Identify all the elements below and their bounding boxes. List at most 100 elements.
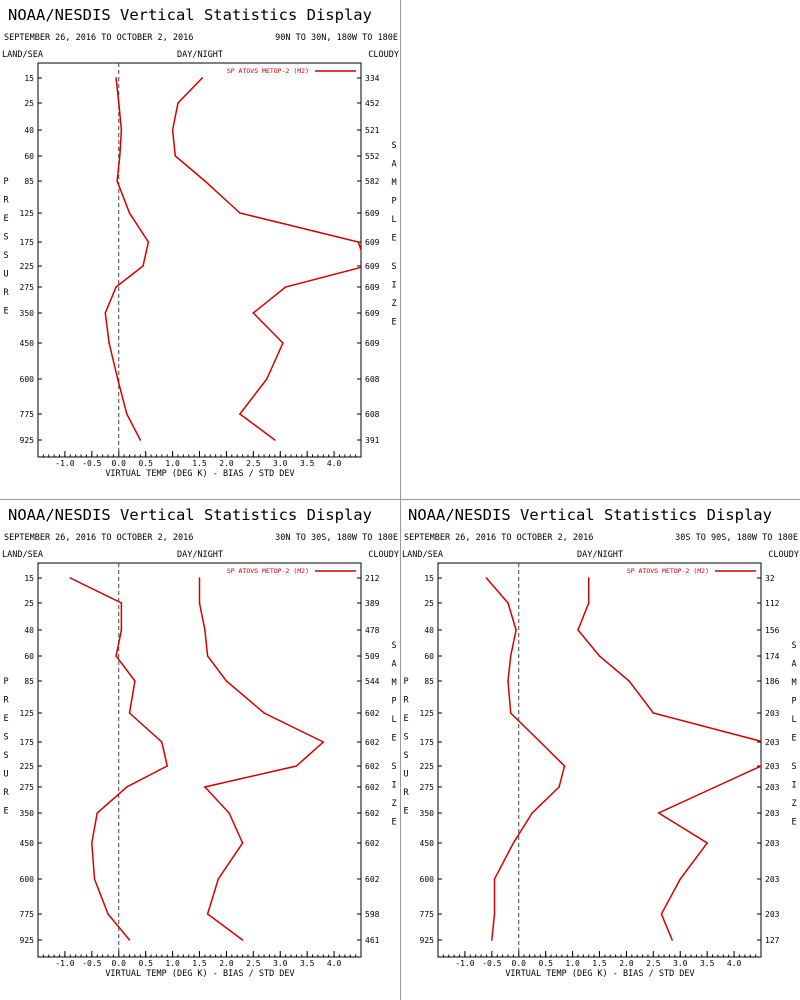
cloudy-label: CLOUDY [768,550,799,560]
sample-size-axis-letter: S [791,641,796,651]
x-tick-label: 2.5 [246,459,261,468]
pressure-level-label: 175 [20,238,35,247]
bias-point [507,602,509,604]
sample-size-label: 609 [365,209,380,218]
bias-point [107,913,109,915]
sample-size-label: 334 [365,74,380,83]
sample-size-label: 203 [765,910,780,919]
bias-point [116,378,119,380]
sample-size-axis-letter: E [791,734,796,744]
sample-size-axis-letter: S [391,641,396,651]
sample-size-label: 127 [765,936,780,945]
std_dev-point [217,878,220,880]
legend-label: SP ATOVS METOP-2 (M2) [227,567,309,575]
bias-point [509,712,512,714]
std_dev-point [263,712,265,714]
sample-size-label: 203 [765,783,780,792]
pressure-level-label: 225 [420,762,435,771]
bias-point [563,765,566,767]
x-tick-label: 3.0 [673,959,688,968]
pressure-level-label: 125 [420,709,435,718]
std_dev-point [201,77,203,79]
std_dev-point [706,842,708,844]
chart-svg: NOAA/NESDIS Vertical Statistics Display S… [2,6,399,479]
std_dev-point [206,913,209,915]
pressure-axis-letter: R [3,288,9,298]
std_dev-point [284,286,287,288]
x-tick-label: 3.0 [273,459,288,468]
day-night-label: DAY/NIGHT [577,550,623,560]
x-tick-label: 0.5 [538,959,553,968]
bias-point [96,812,99,814]
x-tick-label: 0.5 [138,459,153,468]
pressure-axis-letter: R [3,788,9,798]
region-label: 30S TO 90S, 180W TO 180E [675,533,798,543]
pressure-level-label: 60 [424,652,434,661]
std_dev-point [760,765,761,767]
pressure-level-label: 775 [20,910,35,919]
x-tick-label: 3.5 [300,959,315,968]
sample-size-axis-letter: Z [391,799,396,809]
pressure-level-label: 60 [24,652,34,661]
sample-size-label: 602 [365,875,380,884]
std_dev-point [587,602,590,604]
pressure-axis-letter: S [403,733,408,743]
legend-label: SP ATOVS METOP-2 (M2) [227,67,309,75]
std_dev-point [204,786,206,788]
chart-svg: NOAA/NESDIS Vertical Statistics Display S… [2,506,399,979]
chart-svg: NOAA/NESDIS Vertical Statistics Display S… [402,506,799,979]
pressure-level-label: 275 [20,283,35,292]
chart-panel-north: NOAA/NESDIS Vertical Statistics Display S… [0,0,400,500]
pressure-level-label: 225 [20,762,35,771]
sample-size-axis-letter: Z [391,299,396,309]
land-sea-label: LAND/SEA [402,550,443,560]
sample-size-label: 174 [765,652,780,661]
pressure-level-label: 25 [24,99,34,108]
pressure-axis-letter: S [3,733,8,743]
sample-size-axis-letter: S [391,762,396,772]
std_dev-point [177,102,179,104]
pressure-level-label: 450 [20,839,35,848]
bias-point [93,878,96,880]
pressure-level-label: 60 [24,152,34,161]
x-tick-label: 3.5 [300,459,315,468]
sample-size-label: 552 [365,152,380,161]
sample-size-axis-letter: L [791,715,796,725]
pressure-level-label: 175 [420,738,435,747]
x-tick-label: -1.0 [55,459,74,468]
sample-size-label: 509 [365,652,380,661]
sample-size-axis-letter: M [391,178,396,188]
std_dev-series-line [198,578,325,941]
legend-label: SP ATOVS METOP-2 (M2) [627,567,709,575]
sample-size-label: 521 [365,126,380,135]
region-label: 30N TO 30S, 180W TO 180E [275,533,398,543]
sample-size-label: 212 [365,574,380,583]
x-axis-label: VIRTUAL TEMP (DEG K) - BIAS / STD DEV [105,969,294,979]
plot-frame [437,562,762,958]
std_dev-point [239,212,241,214]
pressure-level-label: 925 [20,436,35,445]
pressure-level-label: 775 [420,910,435,919]
pressure-level-label: 600 [20,375,35,384]
sample-size-label: 598 [365,910,380,919]
sample-size-label: 602 [365,783,380,792]
bias-point [558,786,560,788]
std_dev-point [282,342,284,344]
sample-size-axis-letter: I [791,781,796,791]
sample-size-label: 203 [765,738,780,747]
pressure-level-label: 40 [24,626,34,635]
sample-size-label: 609 [365,309,380,318]
std_dev-point [241,842,244,844]
land-sea-label: LAND/SEA [2,50,43,60]
pressure-axis-letter: R [3,196,9,206]
bias-point [493,913,496,915]
x-tick-label: 4.0 [327,959,342,968]
pressure-axis-letter: P [3,677,8,687]
std_dev-series-line [171,77,361,441]
bias-point [128,712,131,714]
bias-point [126,413,128,415]
std_dev-point [228,812,230,814]
bias-point [116,180,118,182]
bias-series-line [485,577,566,941]
std_dev-point [322,741,325,743]
